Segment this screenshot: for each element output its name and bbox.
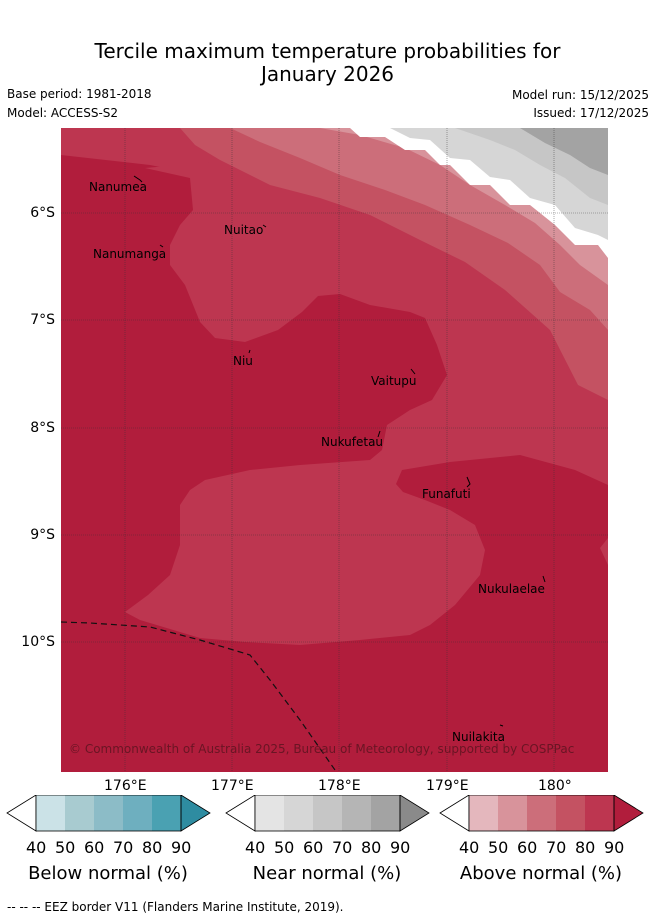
island-label-nuilakita: Nuilakita [452,730,505,744]
lon-label-179e: 179°E [426,778,469,794]
eez-footnote: -- -- -- EEZ border V11 (Flanders Marine… [7,900,344,914]
legend-below-tick: 90 [171,838,192,857]
legend-above-bar [439,795,644,832]
island-label-vaitupu: Vaitupu [371,374,417,388]
title-line-2: January 2026 [260,62,395,86]
legend-above-low-arrow [439,795,470,832]
legend-above-swatch [556,795,585,831]
zone-near-60 [520,128,608,175]
issued-date: Issued: 17/12/2025 [533,106,649,120]
legend-near-tick: 50 [274,838,295,857]
legend-near-high-arrow [399,795,430,832]
legend-near-swatch [284,795,313,831]
lat-label-7s: 7°S [30,312,55,328]
legend-colorbars [6,795,644,832]
lat-label-9s: 9°S [30,527,55,543]
legend-above-tick: 70 [546,838,567,857]
legend-above-tick: 50 [488,838,509,857]
legend-below-swatch [123,795,152,831]
legend-above-tick: 80 [575,838,596,857]
legend-below-high-arrow [180,795,211,832]
lat-label-8s: 8°S [30,420,55,436]
legend-near-swatch [371,795,400,831]
legend-above-swatch [527,795,556,831]
lon-label-176e: 176°E [104,778,147,794]
legend-above-tick: 40 [459,838,480,857]
island-label-nuitao: Nuitao [224,223,264,237]
legend-below-tick: 70 [113,838,134,857]
legend-below-tick: 60 [84,838,105,857]
lon-label-178e: 178°E [318,778,361,794]
legend-below-swatch [152,795,181,831]
legend-below-swatch [65,795,94,831]
legend-near-swatch [313,795,342,831]
legend-near-low-arrow [225,795,256,832]
zone-above-80-east [600,538,608,565]
legend-above-swatch [498,795,527,831]
legend-near-title: Near normal (%) [252,863,402,884]
legend-above-high-arrow [613,795,644,832]
legend-near-bar [225,795,430,832]
legend-below-bar [6,795,211,832]
map-title: Tercile maximum temperature probabilitie… [0,40,655,86]
legend-near-tick: 70 [332,838,353,857]
legend-near-tick: 40 [245,838,266,857]
island-label-funafuti: Funafuti [422,487,471,501]
legend-below-swatch [94,795,123,831]
legend-below-title: Below normal (%) [28,863,188,884]
base-period: Base period: 1981-2018 [7,87,152,101]
lon-label-180: 180° [538,778,572,794]
island-markers [133,175,546,727]
legend-below-tick: 40 [26,838,47,857]
legend-above-swatch [585,795,614,831]
legend-below-tick: 80 [142,838,163,857]
legend-near-tick: 60 [303,838,324,857]
model-name: Model: ACCESS-S2 [7,106,119,120]
island-label-nukulaelae: Nukulaelae [478,582,545,596]
lon-label-177e: 177°E [211,778,254,794]
island-label-nanumea: Nanumea [89,180,147,194]
lat-label-10s: 10°S [21,634,55,650]
legend-near-swatch [255,795,284,831]
legend-above-title: Above normal (%) [459,863,623,884]
copyright-notice: © Commonwealth of Australia 2025, Bureau… [69,742,575,756]
legend-near-swatch [342,795,371,831]
legend-below-low-arrow [6,795,37,832]
legend-above-swatch [469,795,498,831]
island-label-nanumanga: Nanumanga [93,247,167,261]
legend-below-swatch [36,795,65,831]
model-run: Model run: 15/12/2025 [511,88,649,102]
legend-near-tick: 80 [361,838,382,857]
legend-below-tick: 50 [55,838,76,857]
island-label-niu: Niu [233,354,253,368]
title-line-1: Tercile maximum temperature probabilitie… [94,39,561,63]
legend-above-tick: 60 [517,838,538,857]
graticule [61,128,608,772]
lat-label-6s: 6°S [30,205,55,221]
legend-above-tick: 90 [604,838,625,857]
island-label-nukufetau: Nukufetau [321,435,384,449]
legend-near-tick: 90 [390,838,411,857]
